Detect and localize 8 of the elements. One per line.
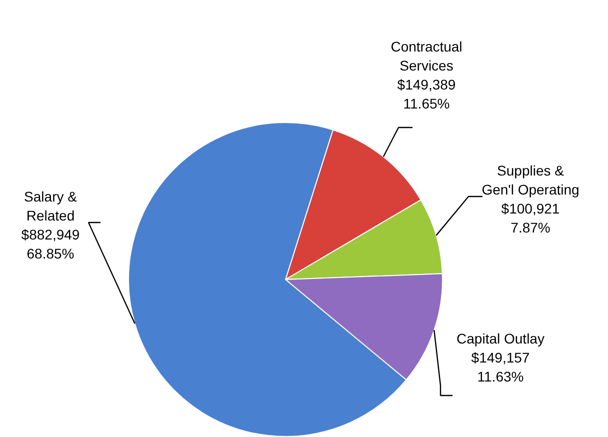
slice-label: Capital Outlay (456, 330, 544, 346)
data-label: $100,921 7.87% (501, 200, 560, 236)
slice-label: Salary & Related (24, 188, 78, 224)
slice-label: Supplies & Gen'l Operating (482, 162, 580, 198)
data-label: $882,949 68.85% (21, 226, 80, 262)
data-label: $149,157 11.63% (471, 350, 530, 384)
data-label: $149,389 11.65% (397, 76, 456, 112)
slice-label: Contractual Services (390, 38, 462, 74)
